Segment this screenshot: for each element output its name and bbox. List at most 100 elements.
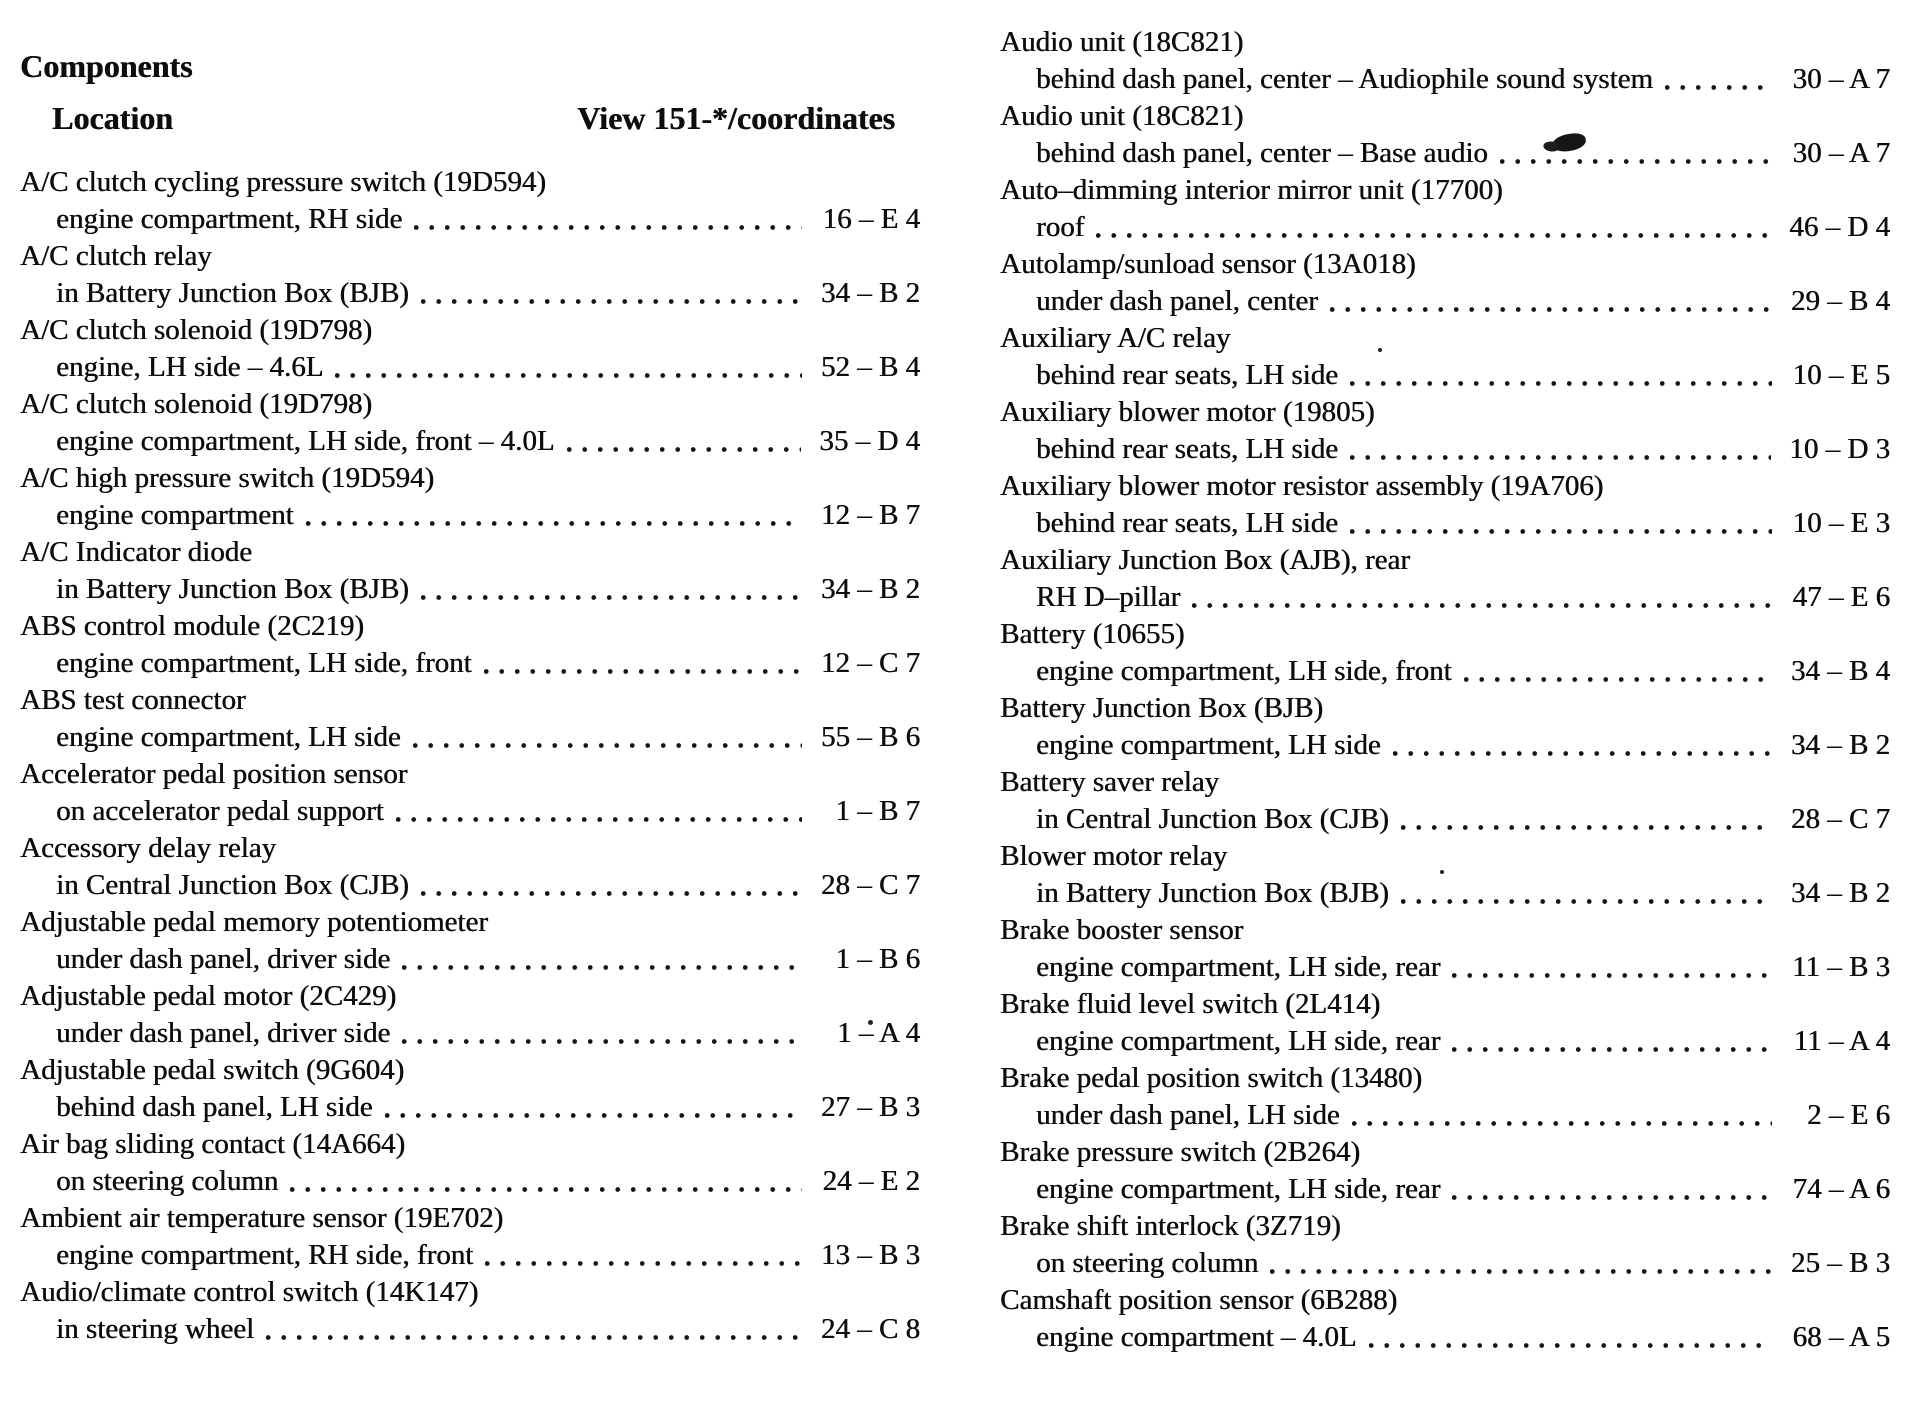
location-text: behind dash panel, center – Audiophile s…	[1036, 63, 1653, 95]
coordinate-value: 34 – B 2	[820, 277, 920, 309]
component-entry: Auxiliary blower motor resistor assembly…	[1000, 468, 1890, 542]
component-location-row: behind dash panel, center – Audiophile s…	[1000, 61, 1890, 98]
dot-leader	[1096, 232, 1772, 239]
location-text: under dash panel, center	[1036, 285, 1318, 317]
component-entry: Adjustable pedal switch (9G604) behind d…	[20, 1052, 920, 1126]
component-name: Brake shift interlock (3Z719)	[1000, 1210, 1341, 1242]
location-text: behind rear seats, LH side	[1036, 359, 1338, 391]
location-text: behind rear seats, LH side	[1036, 433, 1338, 465]
dot-leader	[384, 1112, 802, 1119]
component-name: Brake fluid level switch (2L414)	[1000, 988, 1381, 1020]
component-location-row: engine compartment 12 – B 7	[20, 497, 920, 534]
location-text: roof	[1036, 211, 1085, 243]
coordinate-value: 11 – A 4	[1793, 1025, 1890, 1057]
location-text: in steering wheel	[56, 1313, 255, 1345]
location-text: on steering column	[1036, 1247, 1259, 1279]
component-entry: Air bag sliding contact (14A664) on stee…	[20, 1126, 920, 1200]
dot-leader	[566, 446, 802, 453]
coordinate-value: 1 – A 4	[837, 1017, 920, 1049]
component-entry: Brake shift interlock (3Z719) on steerin…	[1000, 1208, 1890, 1282]
location-text: on accelerator pedal support	[56, 795, 384, 827]
coordinate-value: 55 – B 6	[820, 721, 920, 753]
dot-leader	[1349, 454, 1772, 461]
location-text: engine compartment, LH side, rear	[1036, 1025, 1441, 1057]
dot-leader	[1400, 824, 1772, 831]
dot-leader	[1452, 1046, 1772, 1053]
dot-leader	[414, 224, 802, 231]
coordinate-value: 10 – E 3	[1792, 507, 1890, 539]
component-location-row: under dash panel, center 29 – B 4	[1000, 283, 1890, 320]
ink-speck	[868, 1020, 873, 1025]
component-location-row: on accelerator pedal support 1 – B 7	[20, 793, 920, 830]
location-text: in Central Junction Box (CJB)	[1036, 803, 1389, 835]
component-location-row: RH D–pillar 47 – E 6	[1000, 579, 1890, 616]
coordinate-value: 1 – B 6	[835, 943, 920, 975]
component-entry: A/C clutch solenoid (19D798) engine, LH …	[20, 312, 920, 386]
component-location-row: engine compartment, LH side 55 – B 6	[20, 719, 920, 756]
component-location-row: engine compartment, RH side 16 – E 4	[20, 201, 920, 238]
dot-leader	[1400, 898, 1772, 905]
location-text: in Battery Junction Box (BJB)	[56, 277, 409, 309]
component-entry: Adjustable pedal memory potentiometer un…	[20, 904, 920, 978]
coordinate-value: 34 – B 2	[1790, 729, 1890, 761]
component-location-row: behind dash panel, LH side 27 – B 3	[20, 1089, 920, 1126]
component-entry: Audio unit (18C821) behind dash panel, c…	[1000, 98, 1890, 172]
component-location-row: under dash panel, LH side 2 – E 6	[1000, 1097, 1890, 1134]
location-text: engine, LH side – 4.6L	[56, 351, 324, 383]
dot-leader	[402, 1038, 802, 1045]
dot-leader	[1499, 158, 1772, 165]
view-coordinates-header: View 151-*/coordinates	[577, 100, 895, 136]
component-name: Brake pressure switch (2B264)	[1000, 1136, 1360, 1168]
component-entry: Audio/climate control switch (14K147) in…	[20, 1274, 920, 1348]
coordinate-value: 30 – A 7	[1792, 137, 1891, 169]
coordinate-value: 16 – E 4	[822, 203, 920, 235]
component-entry: A/C clutch solenoid (19D798) engine comp…	[20, 386, 920, 460]
location-text: engine compartment, LH side, front	[1036, 655, 1452, 687]
left-entries: A/C clutch cycling pressure switch (19D5…	[20, 164, 920, 1348]
component-location-row: engine compartment, RH side, front 13 – …	[20, 1237, 920, 1274]
location-text: RH D–pillar	[1036, 581, 1181, 613]
component-location-row: under dash panel, driver side 1 – B 6	[20, 941, 920, 978]
component-name: Blower motor relay	[1000, 840, 1228, 872]
component-entry: Battery saver relay in Central Junction …	[1000, 764, 1890, 838]
component-entry: Accessory delay relay in Central Junctio…	[20, 830, 920, 904]
location-text: engine compartment	[56, 499, 294, 531]
component-entry: Ambient air temperature sensor (19E702) …	[20, 1200, 920, 1274]
location-text: under dash panel, LH side	[1036, 1099, 1340, 1131]
component-name: Accelerator pedal position sensor	[20, 758, 408, 790]
component-entry: ABS test connector engine compartment, L…	[20, 682, 920, 756]
component-name: Brake pedal position switch (13480)	[1000, 1062, 1423, 1094]
component-entry: ABS control module (2C219) engine compar…	[20, 608, 920, 682]
component-location-row: engine compartment, LH side, front – 4.0…	[20, 423, 920, 460]
component-name: Auxiliary Junction Box (AJB), rear	[1000, 544, 1410, 576]
component-location-row: engine compartment – 4.0L 68 – A 5	[1000, 1319, 1890, 1356]
dot-leader	[335, 372, 802, 379]
component-name: A/C clutch solenoid (19D798)	[20, 388, 372, 420]
dot-leader	[483, 668, 802, 675]
component-location-row: engine compartment, LH side 34 – B 2	[1000, 727, 1890, 764]
component-location-row: behind rear seats, LH side 10 – D 3	[1000, 431, 1890, 468]
coordinate-value: 34 – B 4	[1790, 655, 1890, 687]
component-name: Auto–dimming interior mirror unit (17700…	[1000, 174, 1503, 206]
location-text: engine compartment, LH side, front	[56, 647, 472, 679]
coordinate-value: 25 – B 3	[1790, 1247, 1890, 1279]
right-entries: Audio unit (18C821) behind dash panel, c…	[1000, 24, 1890, 1356]
component-name: ABS test connector	[20, 684, 246, 716]
location-text: under dash panel, driver side	[56, 1017, 391, 1049]
component-name: Accessory delay relay	[20, 832, 277, 864]
location-text: behind dash panel, center – Base audio	[1036, 137, 1488, 169]
component-name: Auxiliary blower motor resistor assembly…	[1000, 470, 1604, 502]
component-entry: Battery Junction Box (BJB) engine compar…	[1000, 690, 1890, 764]
location-text: engine compartment, LH side	[1036, 729, 1381, 761]
left-column: Components Location View 151-*/coordinat…	[20, 0, 920, 1408]
location-text: behind rear seats, LH side	[1036, 507, 1338, 539]
right-column: Audio unit (18C821) behind dash panel, c…	[1000, 0, 1890, 1408]
component-entry: Audio unit (18C821) behind dash panel, c…	[1000, 24, 1890, 98]
location-text: behind dash panel, LH side	[56, 1091, 373, 1123]
location-text: engine compartment, LH side, rear	[1036, 1173, 1441, 1205]
component-name: A/C Indicator diode	[20, 536, 252, 568]
component-name: Ambient air temperature sensor (19E702)	[20, 1202, 504, 1234]
dot-leader	[1452, 972, 1772, 979]
coordinate-value: 12 – B 7	[820, 499, 920, 531]
